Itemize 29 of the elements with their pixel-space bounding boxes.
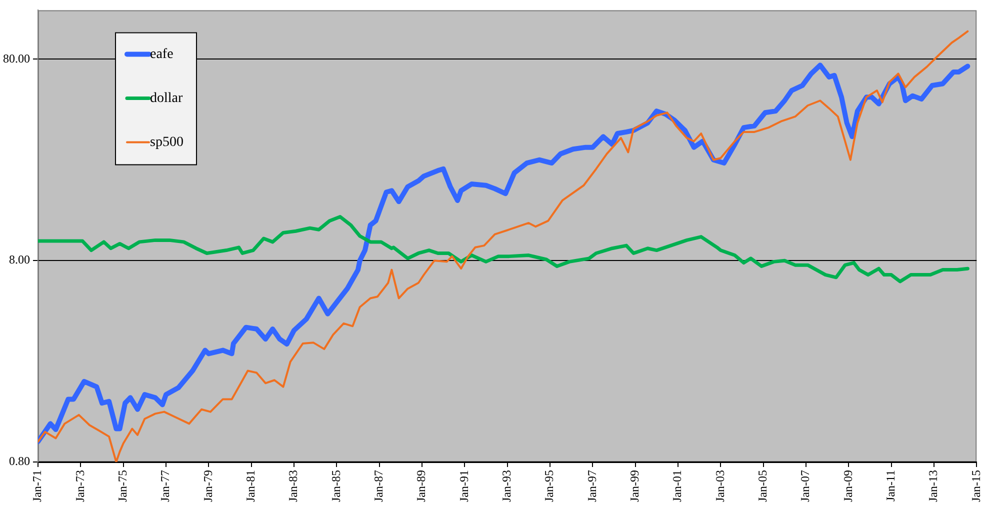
x-tick-label: Jan-95 (542, 470, 556, 502)
y-tick-label: 0.80 (9, 454, 30, 468)
x-tick-label: Jan-75 (115, 470, 130, 502)
legend-label: dollar (150, 90, 183, 106)
x-tick-label: Jan-11 (883, 470, 898, 502)
x-tick-label: Jan-83 (286, 470, 300, 502)
x-tick-label: Jan-73 (72, 470, 87, 502)
y-tick-label: 80.00 (3, 51, 30, 66)
legend-label: sp500 (150, 134, 184, 150)
x-tick-label: Jan-15 (968, 470, 983, 502)
x-tick-label: Jan-79 (200, 470, 215, 502)
x-tick-label: Jan-05 (755, 470, 770, 502)
x-tick-label: Jan-09 (840, 470, 855, 502)
legend-label: eafe (150, 46, 174, 62)
x-tick-label: Jan-71 (30, 470, 44, 502)
x-tick-label: Jan-93 (499, 470, 514, 502)
x-tick-label: Jan-77 (158, 470, 172, 502)
x-tick-label: Jan-03 (712, 470, 727, 502)
x-tick-label: Jan-07 (798, 470, 812, 502)
x-tick-label: Jan-89 (414, 470, 428, 502)
x-tick-label: Jan-97 (584, 470, 599, 502)
x-tick-label: Jan-87 (371, 470, 386, 502)
x-tick-label: Jan-13 (926, 470, 940, 502)
x-tick-label: Jan-85 (328, 470, 343, 502)
x-tick-label: Jan-99 (627, 470, 642, 502)
y-tick-label: 8.00 (9, 252, 30, 267)
x-tick-label: Jan-81 (244, 470, 258, 502)
x-tick-label: Jan-91 (456, 470, 471, 502)
x-tick-label: Jan-01 (670, 470, 684, 502)
